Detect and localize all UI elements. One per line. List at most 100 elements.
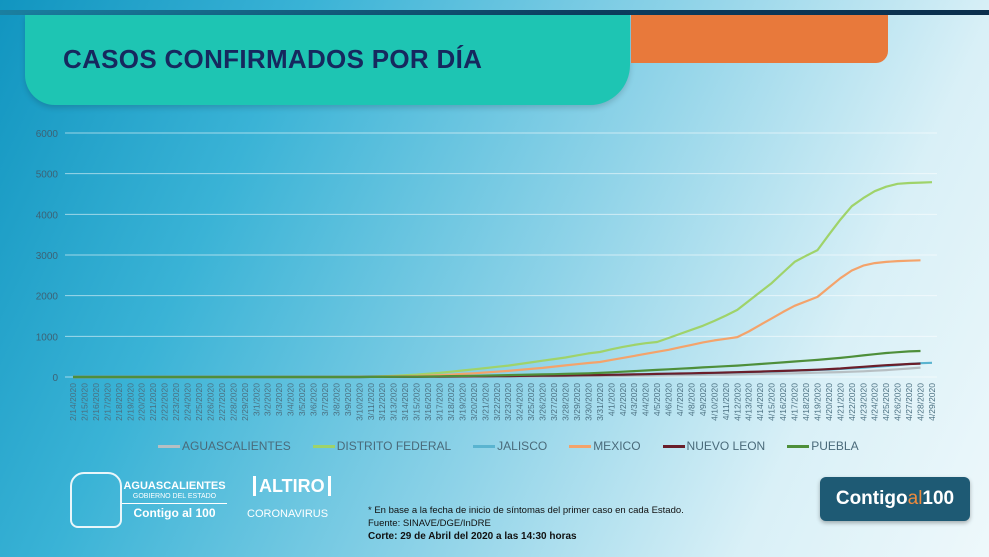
y-tick-label: 2000 [36,292,59,303]
note-source: Fuente: SINAVE/DGE/InDRE [368,518,491,529]
badge-al: al [907,488,923,509]
x-tick-label: 3/16/2020 [423,383,433,421]
x-tick-label: 4/4/2020 [641,383,651,416]
y-tick-label: 4000 [36,210,59,221]
x-tick-label: 4/27/2020 [904,383,914,421]
x-tick-label: 4/28/2020 [916,383,926,421]
x-tick-label: 4/18/2020 [801,383,811,421]
x-tick-label: 2/18/2020 [114,383,124,421]
accent-panel [631,15,888,63]
x-tick-label: 3/3/2020 [274,383,284,416]
legend-label: DISTRITO FEDERAL [336,439,452,453]
legend-label: PUEBLA [811,439,859,453]
legend-item: JALISCO [473,439,547,453]
legend-label: MEXICO [593,439,641,453]
x-tick-label: 4/16/2020 [778,383,788,421]
x-tick-label: 3/13/2020 [389,383,399,421]
x-tick-label: 3/7/2020 [320,383,330,416]
source-notes: * En base a la fecha de inicio de síntom… [368,504,684,543]
x-tick-label: 4/20/2020 [824,383,834,421]
x-tick-label: 2/21/2020 [148,383,158,421]
x-tick-label: 3/30/2020 [583,383,593,421]
x-tick-label: 3/19/2020 [457,383,467,421]
y-tick-label: 0 [52,373,58,384]
y-tick-label: 1000 [36,332,59,343]
state-name: AGUASCALIENTES [123,480,226,492]
legend-item: NUEVO LEON [662,439,766,453]
x-tick-label: 2/24/2020 [183,383,193,421]
x-tick-label: 4/21/2020 [835,383,845,421]
x-tick-label: 2/25/2020 [194,383,204,421]
y-tick-label: 6000 [36,129,59,140]
state-government: GOBIERNO DEL ESTADO [122,493,227,504]
x-tick-label: 4/6/2020 [664,383,674,416]
x-tick-label: 2/14/2020 [68,383,78,421]
x-tick-label: 3/23/2020 [503,383,513,421]
x-tick-label: 4/29/2020 [927,383,937,421]
x-tick-label: 4/17/2020 [790,383,800,421]
series-line-distrito-federal [73,181,933,379]
title-panel [25,15,630,105]
x-tick-label: 4/12/2020 [732,383,742,421]
x-tick-label: 2/17/2020 [102,383,112,421]
note-methodology: * En base a la fecha de inicio de síntom… [368,505,684,516]
altiro-logo: ALTIRO [253,476,331,496]
x-tick-label: 3/4/2020 [286,383,296,416]
x-tick-label: 4/22/2020 [847,383,857,421]
x-tick-label: 4/15/2020 [767,383,777,421]
x-tick-label: 3/27/2020 [549,383,559,421]
x-tick-label: 4/25/2020 [881,383,891,421]
state-crest-logo [70,472,122,528]
x-tick-label: 3/31/2020 [595,383,605,421]
x-tick-label: 3/17/2020 [435,383,445,421]
y-tick-label: 3000 [36,251,59,262]
top-divider [0,10,989,15]
legend-item: DISTRITO FEDERAL [312,439,452,453]
x-tick-label: 3/28/2020 [560,383,570,421]
x-tick-label: 3/8/2020 [331,383,341,416]
x-tick-label: 4/19/2020 [812,383,822,421]
x-tick-label: 3/11/2020 [366,383,376,420]
legend-swatch [473,444,496,448]
x-tick-label: 3/24/2020 [515,383,525,421]
x-tick-label: 2/23/2020 [171,383,181,421]
x-tick-label: 4/3/2020 [629,383,639,416]
x-tick-label: 2/16/2020 [91,383,101,421]
legend-swatch [569,444,592,448]
legend-swatch [158,444,180,448]
x-tick-label: 3/10/2020 [354,383,364,421]
badge-main: Contigo [835,488,908,509]
chart-legend: AGUASCALIENTES DISTRITO FEDERAL JALISCO MEX… [158,439,859,453]
legend-label: JALISCO [497,439,548,453]
legend-item: PUEBLA [787,439,859,453]
x-tick-label: 3/25/2020 [526,383,536,421]
x-tick-label: 3/15/2020 [412,383,422,421]
x-tick-label: 3/18/2020 [446,383,456,421]
x-tick-label: 4/11/2020 [721,383,731,420]
x-tick-label: 2/26/2020 [205,383,215,421]
series-line-puebla [73,349,921,379]
x-tick-label: 3/9/2020 [343,383,353,416]
x-tick-label: 3/2/2020 [263,383,273,416]
x-tick-label: 4/1/2020 [606,383,616,416]
x-tick-label: 4/26/2020 [893,383,903,421]
legend-label: NUEVO LEON [686,439,766,453]
x-tick-label: 3/14/2020 [400,383,410,421]
x-tick-label: 4/7/2020 [675,383,685,416]
series-line-mexico [73,259,921,379]
slogan-left: Contigo al 100 [133,506,216,520]
x-tick-label: 3/22/2020 [492,383,502,421]
legend-swatch [312,444,335,448]
x-tick-label: 2/27/2020 [217,383,227,421]
legend-item: MEXICO [569,439,641,453]
x-tick-label: 3/26/2020 [538,383,548,421]
badge-num: 100 [922,488,955,509]
x-tick-label: 3/6/2020 [309,383,319,416]
x-tick-label: 4/24/2020 [870,383,880,421]
x-tick-label: 2/22/2020 [160,383,170,421]
x-tick-label: 3/29/2020 [572,383,582,421]
x-tick-label: 3/12/2020 [377,383,387,421]
x-tick-label: 4/8/2020 [686,383,696,416]
x-tick-label: 4/9/2020 [698,383,708,416]
